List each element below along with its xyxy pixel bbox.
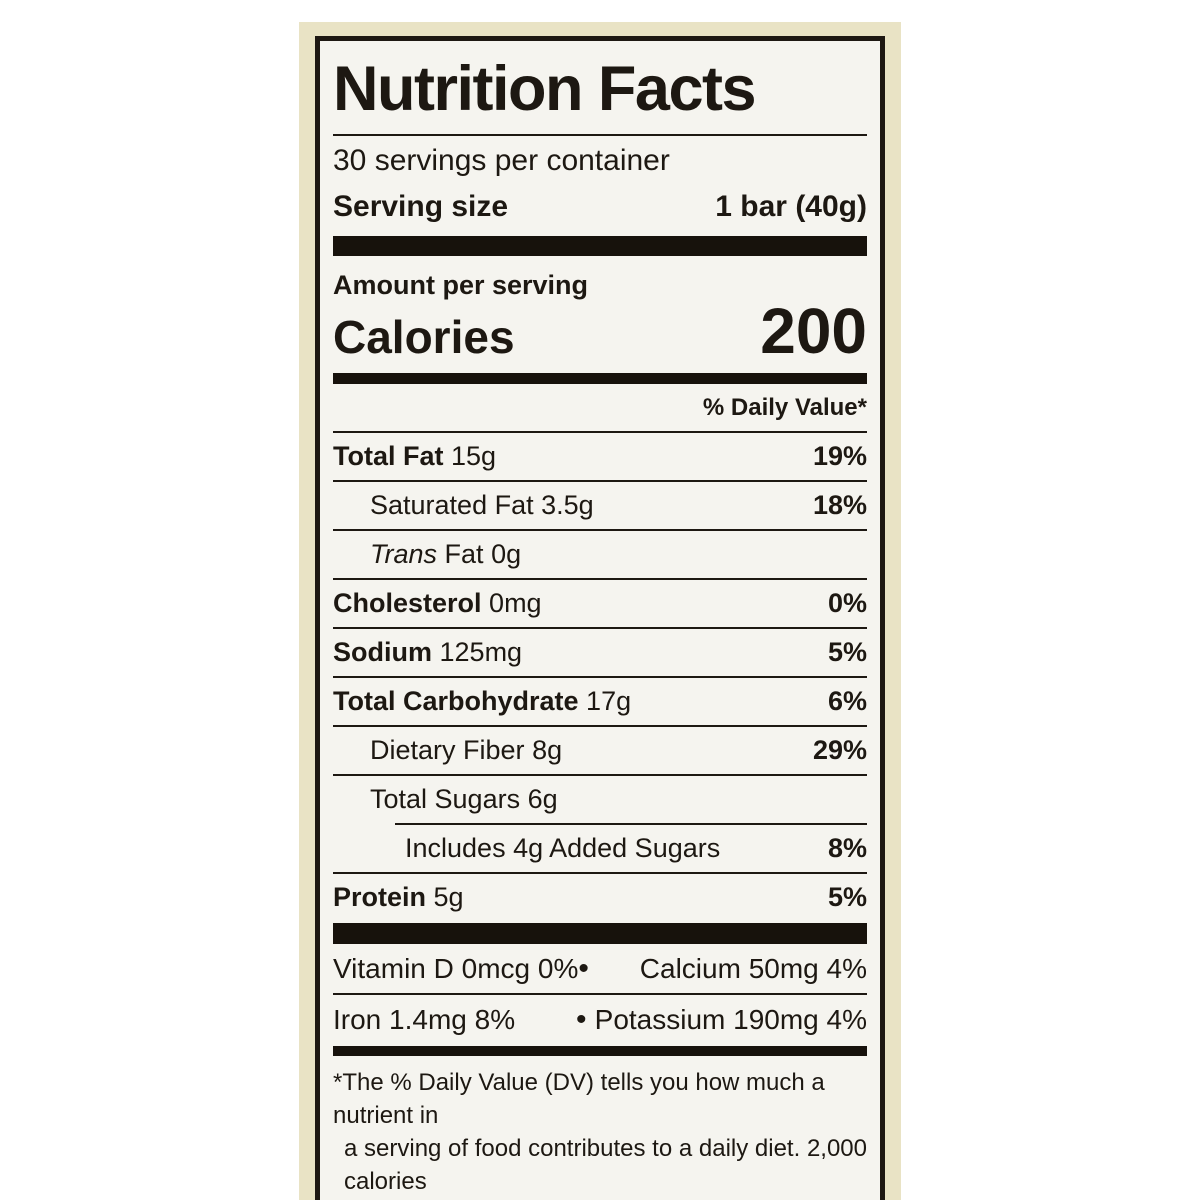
micronutrient-right: Potassium 190mg 4% bbox=[594, 1003, 867, 1035]
nutrient-name: Total Carbohydrate 17g bbox=[333, 686, 631, 717]
divider bbox=[333, 676, 867, 679]
nutrient-name-bold: Protein bbox=[333, 882, 427, 913]
bullet-separator: • bbox=[578, 951, 589, 985]
medium-separator-bar bbox=[333, 1046, 867, 1057]
nutrient-name-bold: Cholesterol bbox=[333, 588, 482, 619]
divider bbox=[333, 431, 867, 434]
nutrient-amount: 5g bbox=[433, 882, 464, 913]
divider bbox=[333, 993, 867, 996]
micronutrient-right: Calcium 50mg 4% bbox=[639, 952, 867, 984]
nutrient-row-total-sugars: Total Sugars 6g bbox=[333, 776, 867, 823]
nutrient-name: Total Sugars 6g bbox=[333, 784, 558, 815]
nutrient-amount: 6g bbox=[527, 784, 558, 815]
calories-label: Calories bbox=[333, 311, 515, 364]
nutrient-amount: 17g bbox=[586, 686, 632, 717]
medium-separator-bar bbox=[333, 373, 867, 385]
divider bbox=[333, 725, 867, 728]
nutrient-row-trans-fat: Trans Fat 0g bbox=[333, 531, 867, 578]
nutrient-amount: 3.5g bbox=[541, 490, 594, 521]
footnote-line: *The % Daily Value (DV) tells you how mu… bbox=[333, 1069, 825, 1130]
micronutrient-row-2: Iron 1.4mg 8% • Potassium 190mg 4% bbox=[333, 995, 867, 1044]
nutrient-row-dietary-fiber: Dietary Fiber 8g 29% bbox=[333, 727, 867, 774]
calories-value: 200 bbox=[760, 295, 867, 368]
nutrient-name: Cholesterol 0mg bbox=[333, 588, 542, 619]
nutrient-name: Protein 5g bbox=[333, 882, 464, 913]
nutrient-name-text: Includes 4g Added Sugars bbox=[405, 833, 721, 864]
divider bbox=[333, 480, 867, 483]
daily-value-percent: 5% bbox=[827, 882, 867, 913]
nutrient-name-text: Dietary Fiber bbox=[370, 735, 525, 766]
divider bbox=[333, 872, 867, 875]
nutrient-name: Total Fat 15g bbox=[333, 441, 496, 472]
nutrient-name-text: Saturated Fat bbox=[370, 490, 534, 521]
nutrient-row-sodium: Sodium 125mg 5% bbox=[333, 629, 867, 676]
daily-value-percent: 18% bbox=[812, 490, 867, 521]
nutrient-name-bold: Total Fat bbox=[333, 441, 444, 472]
daily-value-percent: 6% bbox=[827, 686, 867, 717]
nutrient-name: Saturated Fat 3.5g bbox=[333, 490, 594, 521]
amount-per-serving-label: Amount per serving bbox=[333, 270, 589, 301]
calories-row: Calories 200 bbox=[333, 298, 867, 365]
nutrient-name: Trans Fat 0g bbox=[333, 539, 521, 570]
micronutrient-row-1: Vitamin D 0mcg 0% • Calcium 50mg 4% bbox=[333, 944, 867, 993]
nutrient-name-bold: Total Carbohydrate bbox=[333, 686, 579, 717]
daily-value-percent: 19% bbox=[812, 441, 867, 472]
bullet-separator: • bbox=[576, 1002, 587, 1036]
nutrition-label: Nutrition Facts 30 servings per containe… bbox=[299, 22, 901, 1200]
nutrient-amount: 0mg bbox=[489, 588, 542, 619]
nutrient-row-saturated-fat: Saturated Fat 3.5g 18% bbox=[333, 482, 867, 529]
divider bbox=[333, 578, 867, 581]
nutrient-name-italic: Trans bbox=[370, 539, 438, 570]
divider bbox=[333, 627, 867, 630]
divider bbox=[333, 134, 867, 137]
nutrient-name: Dietary Fiber 8g bbox=[333, 735, 562, 766]
nutrient-amount: 15g bbox=[451, 441, 497, 472]
nutrient-amount: 0g bbox=[491, 539, 522, 570]
nutrient-name-bold: Sodium bbox=[333, 637, 432, 668]
servings-per-container: 30 servings per container bbox=[333, 144, 670, 178]
nutrient-amount: 8g bbox=[532, 735, 563, 766]
footnote-line: a serving of food contributes to a daily… bbox=[344, 1135, 867, 1196]
nutrient-name-text: Total Sugars bbox=[370, 784, 521, 815]
nutrient-row-total-fat: Total Fat 15g 19% bbox=[333, 433, 867, 480]
nutrition-label-box: Nutrition Facts 30 servings per containe… bbox=[315, 36, 885, 1200]
daily-value-percent: 29% bbox=[812, 735, 867, 766]
daily-value-percent: 0% bbox=[827, 588, 867, 619]
daily-value-header: % Daily Value* bbox=[702, 394, 867, 422]
daily-value-percent: 8% bbox=[827, 833, 867, 864]
nutrient-row-cholesterol: Cholesterol 0mg 0% bbox=[333, 580, 867, 627]
thick-separator-bar bbox=[333, 236, 867, 257]
nutrient-name-text: Fat bbox=[444, 539, 484, 570]
nutrient-row-protein: Protein 5g 5% bbox=[333, 874, 867, 921]
nutrient-amount: 125mg bbox=[439, 637, 523, 668]
nutrient-name: Includes 4g Added Sugars bbox=[333, 833, 720, 864]
divider-indented bbox=[395, 823, 867, 826]
daily-value-percent: 5% bbox=[827, 637, 867, 668]
micronutrient-left: Vitamin D 0mcg 0% bbox=[333, 952, 579, 984]
footnote: *The % Daily Value (DV) tells you how mu… bbox=[333, 1056, 867, 1200]
thick-separator-bar bbox=[333, 923, 867, 945]
serving-size-row: Serving size 1 bar (40g) bbox=[333, 184, 867, 230]
micronutrient-left: Iron 1.4mg 8% bbox=[333, 1003, 516, 1035]
divider bbox=[333, 529, 867, 532]
nutrient-name: Sodium 125mg bbox=[333, 637, 522, 668]
nutrient-row-added-sugars: Includes 4g Added Sugars 8% bbox=[333, 825, 867, 872]
divider bbox=[333, 774, 867, 777]
nutrient-row-total-carbohydrate: Total Carbohydrate 17g 6% bbox=[333, 678, 867, 725]
serving-size-label: Serving size bbox=[333, 190, 509, 224]
label-title: Nutrition Facts bbox=[333, 54, 757, 124]
serving-size-value: 1 bar (40g) bbox=[715, 190, 867, 224]
